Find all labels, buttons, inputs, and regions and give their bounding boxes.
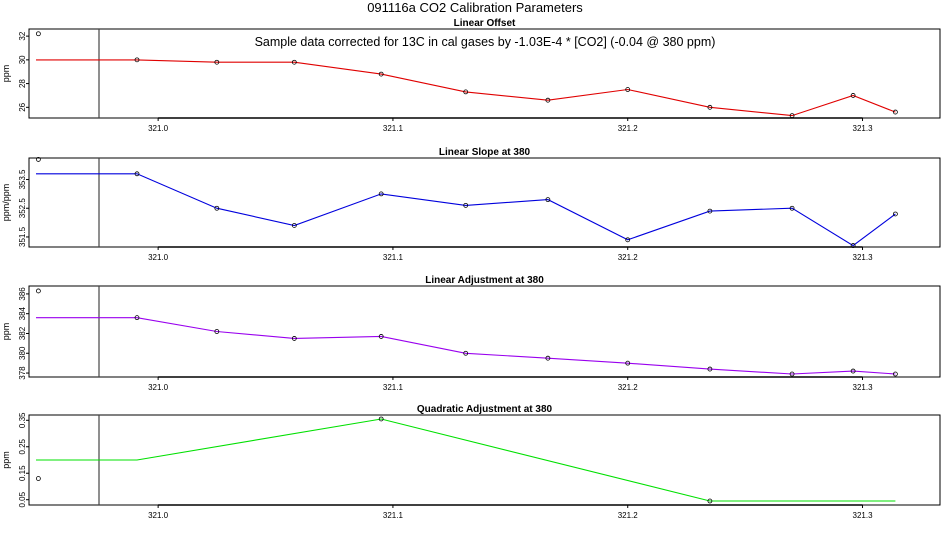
initial-point (35, 288, 41, 294)
y-tick-label: 0.15 (18, 465, 27, 481)
data-point (214, 205, 220, 211)
x-tick-label: 321.0 (148, 383, 169, 392)
data-point (707, 104, 713, 110)
x-tick-label: 321.2 (618, 511, 639, 520)
initial-point (35, 31, 41, 37)
y-tick-label: 386 (18, 287, 27, 301)
data-point (707, 366, 713, 372)
y-axis-label: ppm (1, 451, 11, 469)
x-tick-label: 321.0 (148, 511, 169, 520)
data-point (545, 97, 551, 103)
y-axis-label: ppm (1, 323, 11, 341)
plot-frame (28, 285, 941, 378)
data-point (134, 57, 140, 63)
data-point (892, 109, 898, 115)
y-tick-label: 378 (18, 366, 27, 380)
data-point (134, 171, 140, 177)
plot-frame (28, 157, 941, 248)
data-point (214, 329, 220, 334)
panel-1: Linear Offset Sample data corrected for 1… (1, 18, 941, 133)
data-point (378, 334, 384, 339)
x-tick-label: 321.3 (853, 383, 874, 392)
series-line (36, 418, 896, 502)
plot-frame (28, 414, 941, 506)
y-tick-label: 32 (18, 31, 27, 40)
data-point (789, 371, 795, 377)
data-point (625, 237, 631, 243)
annotation-text: Sample data corrected for 13C in cal gas… (255, 35, 716, 49)
y-axis-label: ppm (1, 65, 11, 83)
data-point (378, 71, 384, 77)
y-tick-label: 380 (18, 346, 27, 360)
data-point (707, 498, 713, 504)
y-tick-label: 382 (18, 326, 27, 340)
y-tick-label: 0.05 (18, 491, 27, 507)
y-tick-label: 0.35 (18, 412, 27, 428)
y-tick-label: 352.5 (18, 198, 27, 219)
x-tick-label: 321.0 (148, 253, 169, 262)
data-point (463, 202, 469, 208)
x-tick-label: 321.1 (383, 253, 404, 262)
x-tick-label: 321.1 (383, 383, 404, 392)
data-point (850, 243, 856, 248)
y-tick-label: 28 (18, 79, 27, 88)
x-tick-label: 321.3 (853, 511, 874, 520)
data-point (850, 368, 856, 374)
data-point (291, 223, 297, 228)
x-tick-label: 321.1 (383, 511, 404, 520)
initial-point (35, 476, 41, 481)
panel-4: Quadratic Adjustment at 380 ppm 0.05 0.15 0.… (1, 404, 941, 520)
x-tick-label: 321.1 (383, 124, 404, 133)
data-point (463, 350, 469, 356)
series-line (36, 59, 896, 117)
initial-point (35, 157, 41, 162)
figure-title: 091116a CO2 Calibration Parameters (367, 0, 583, 15)
panel-title: Linear Slope at 380 (439, 147, 531, 158)
data-point (214, 59, 220, 65)
series-line (36, 317, 896, 375)
x-tick-label: 321.2 (618, 253, 639, 262)
y-tick-label: 353.5 (18, 169, 27, 190)
data-point (545, 197, 551, 203)
data-point (892, 371, 898, 377)
series-line (36, 173, 896, 247)
data-point (378, 191, 384, 197)
x-tick-label: 321.0 (148, 124, 169, 133)
x-tick-label: 321.3 (853, 253, 874, 262)
data-point (463, 89, 469, 95)
y-tick-label: 30 (18, 55, 27, 64)
data-point (545, 355, 551, 361)
y-tick-label: 0.25 (18, 438, 27, 454)
panel-title: Linear Offset (454, 18, 516, 29)
x-tick-label: 321.2 (618, 124, 639, 133)
panel-title: Linear Adjustment at 380 (425, 275, 544, 286)
x-tick-label: 321.3 (853, 124, 874, 133)
panel-title: Quadratic Adjustment at 380 (417, 404, 553, 415)
x-tick-label: 321.2 (618, 383, 639, 392)
data-point (892, 211, 898, 217)
y-axis-label: ppm/ppm (1, 184, 11, 222)
panel-2: Linear Slope at 380 ppm/ppm 351.5 352.5 353.… (1, 147, 941, 262)
data-point (789, 113, 795, 119)
y-tick-label: 384 (18, 306, 27, 320)
data-point (625, 360, 631, 366)
data-point (850, 93, 856, 98)
data-point (291, 59, 297, 65)
data-point (789, 205, 795, 211)
data-point (134, 315, 140, 321)
data-point (291, 336, 297, 341)
data-point (378, 416, 384, 422)
y-tick-label: 26 (18, 102, 27, 111)
data-point (625, 87, 631, 92)
panel-3: Linear Adjustment at 380 ppm 378 380 382 384 3… (1, 275, 941, 392)
data-point (707, 208, 713, 214)
y-tick-label: 351.5 (18, 226, 27, 247)
